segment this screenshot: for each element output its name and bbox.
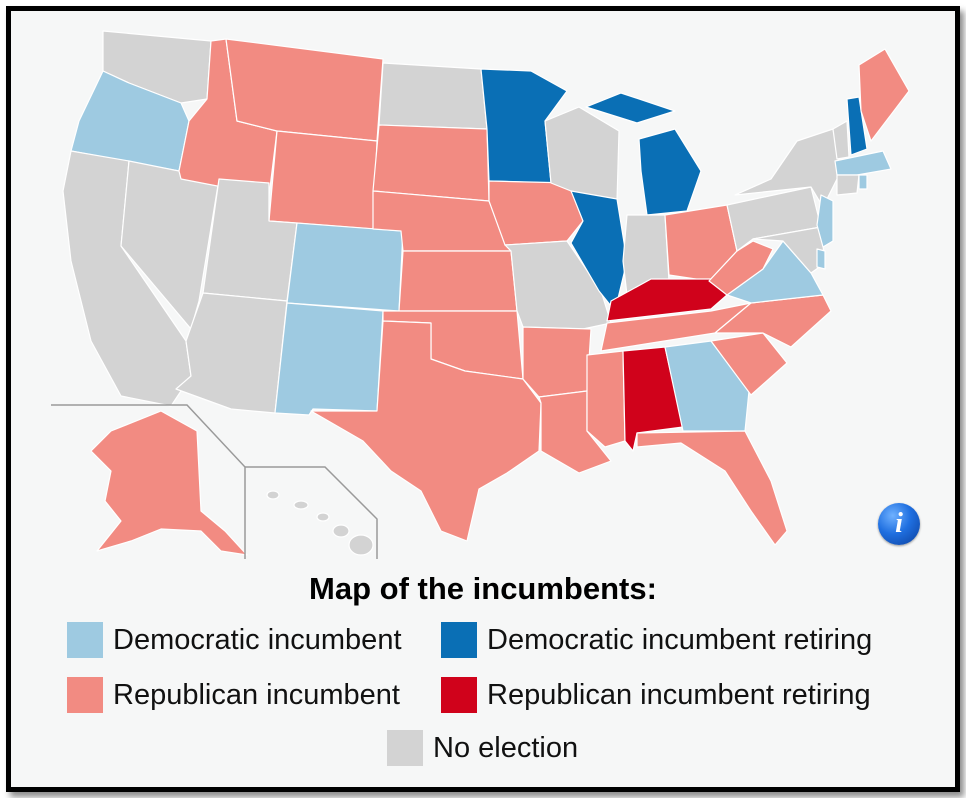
- legend-swatch: [441, 677, 477, 713]
- legend-title: Map of the incumbents:: [309, 571, 657, 606]
- state-alaska[interactable]: [90, 410, 248, 556]
- state-maryland[interactable]: [752, 226, 826, 274]
- legend-label: No election: [433, 731, 579, 764]
- legend-label: Democratic incumbent: [113, 623, 402, 656]
- legend-swatch: [387, 730, 423, 766]
- state-new-jersey[interactable]: [816, 194, 834, 248]
- state-hawaii[interactable]: [266, 490, 374, 556]
- state-south-carolina[interactable]: [710, 332, 788, 396]
- state-north-dakota[interactable]: [378, 62, 488, 130]
- legend-swatch: [441, 622, 477, 658]
- state-rhode-island[interactable]: [858, 174, 868, 190]
- state-delaware[interactable]: [816, 248, 826, 270]
- info-icon[interactable]: i: [878, 503, 920, 545]
- alaska-inset-border: [51, 404, 246, 559]
- map-frame: i Map of the incumbents: Democratic incu…: [6, 6, 960, 792]
- state-massachusetts[interactable]: [834, 150, 892, 176]
- state-vermont[interactable]: [832, 120, 850, 160]
- legend-label: Republican incumbent: [113, 678, 400, 711]
- state-colorado[interactable]: [286, 222, 404, 312]
- us-map: [51, 30, 910, 559]
- legend-item-republican-incumbent-retiring: Republican incumbent retiring: [441, 677, 871, 713]
- state-arkansas[interactable]: [522, 326, 592, 398]
- legend-item-democratic-incumbent-retiring: Democratic incumbent retiring: [441, 622, 872, 658]
- legend-item-democratic-incumbent: Democratic incumbent: [67, 622, 402, 658]
- state-texas[interactable]: [310, 320, 542, 542]
- legend-label: Democratic incumbent retiring: [487, 623, 873, 656]
- legend-swatch: [67, 677, 103, 713]
- state-kansas[interactable]: [398, 250, 518, 312]
- legend-item-republican-incumbent: Republican incumbent: [67, 677, 400, 713]
- legend-item-no-election: No election: [387, 730, 578, 766]
- state-south-dakota[interactable]: [372, 124, 490, 202]
- state-new-mexico[interactable]: [274, 302, 384, 416]
- state-illinois[interactable]: [570, 190, 628, 312]
- legend-swatch: [67, 622, 103, 658]
- state-florida[interactable]: [636, 430, 788, 546]
- state-connecticut[interactable]: [836, 174, 860, 196]
- state-mississippi[interactable]: [586, 350, 626, 448]
- state-new-hampshire[interactable]: [846, 96, 868, 156]
- legend-label: Republican incumbent retiring: [487, 678, 871, 711]
- state-wyoming[interactable]: [268, 130, 378, 230]
- state-maine[interactable]: [858, 48, 910, 142]
- hawaii-inset-border: [245, 466, 378, 559]
